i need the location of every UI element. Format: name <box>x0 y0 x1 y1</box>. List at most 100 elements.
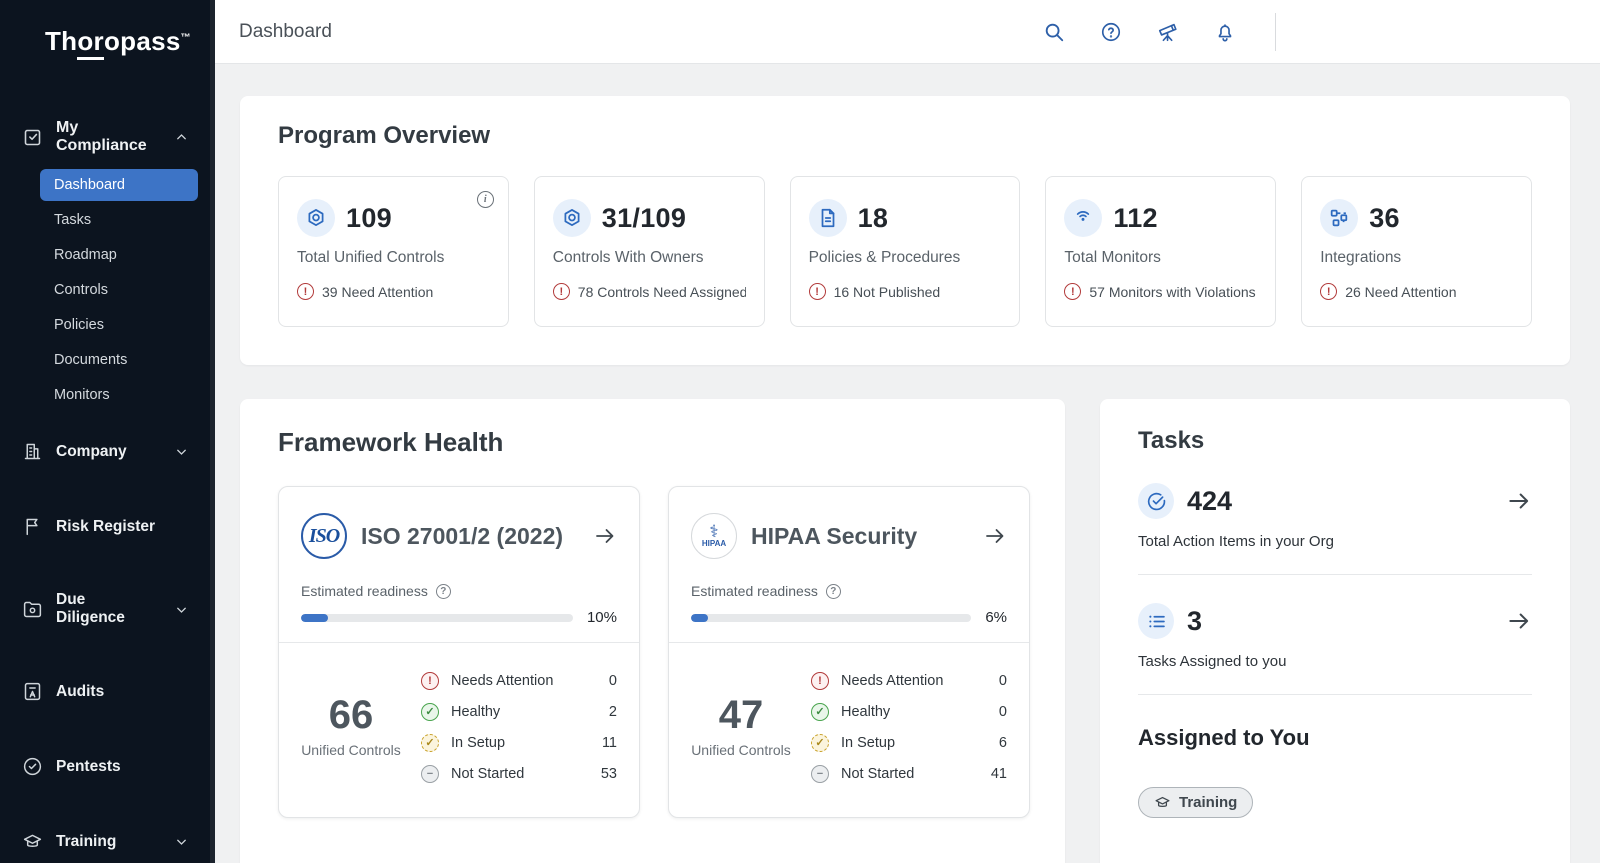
stat-card-policies-procedures[interactable]: 18 Policies & Procedures ! 16 Not Publish… <box>789 176 1021 327</box>
training-chip[interactable]: Training <box>1138 787 1254 818</box>
arrow-right-icon[interactable] <box>983 524 1007 548</box>
readiness-progress: 6% <box>691 609 1007 626</box>
alert-icon: ! <box>1320 283 1338 300</box>
sidebar-nav: My Compliance Dashboard Tasks Roadmap Co… <box>0 109 210 863</box>
framework-card-hipaa[interactable]: ⚕ HIPAA HIPAA Security Estimated readines… <box>668 486 1030 818</box>
stat-label: Policies & Procedures <box>808 249 961 266</box>
checkbox-check-icon <box>24 129 41 145</box>
task-summary-assigned: 3 Tasks Assigned to you <box>1138 603 1532 695</box>
sidebar-item-company[interactable]: Company <box>0 431 210 472</box>
stat-value: 18 <box>857 202 889 233</box>
status-row-in-setup: ✓ In Setup 11 <box>421 727 617 758</box>
framework-cards: ISO ISO 27001/2 (2022) Estimated readine… <box>278 486 1030 818</box>
arrow-right-icon[interactable] <box>1506 608 1532 634</box>
task-label: Total Action Items in your Org <box>1138 533 1334 550</box>
stat-alert: ! 78 Controls Need Assigned <box>552 283 746 300</box>
task-list-icon <box>1138 603 1174 639</box>
sidebar-item-tasks[interactable]: Tasks <box>54 212 92 228</box>
stat-alert: ! 16 Not Published <box>808 283 1002 300</box>
sidebar-item-label: Due Diligence <box>56 591 125 626</box>
stat-card-controls-with-owners[interactable]: 31/109 Controls With Owners ! 78 Controls… <box>533 176 765 327</box>
alert-icon: ! <box>1064 283 1082 300</box>
not-started-icon: − <box>421 764 439 783</box>
sidebar: Thoropass™ My Compliance Dashboard Tasks… <box>0 0 215 863</box>
sidebar-item-due-diligence[interactable]: Due Diligence <box>0 581 210 637</box>
progress-track <box>301 613 573 622</box>
needs-attention-icon: ! <box>811 671 829 690</box>
controls-icon <box>552 199 591 237</box>
sidebar-item-training[interactable]: Training <box>0 821 210 862</box>
stat-alert: ! 26 Need Attention <box>1320 283 1513 300</box>
stat-card-row: i 109 Total Unified Controls ! 39 Need At… <box>278 176 1532 327</box>
alert-icon: ! <box>808 283 826 300</box>
graduation-cap-icon <box>1155 796 1170 807</box>
control-status-list: ! Needs Attention 0 ✓ Healthy 0 ✓ In Setup 6 −… <box>811 665 1007 789</box>
stat-card-integrations[interactable]: 36 Integrations ! 26 Need Attention <box>1301 176 1532 327</box>
stat-value: 109 <box>346 202 392 233</box>
sidebar-item-audits[interactable]: Audits <box>0 671 210 712</box>
alert-icon: ! <box>297 283 314 300</box>
bell-icon[interactable] <box>1214 21 1236 43</box>
progress-percent: 6% <box>985 609 1007 626</box>
sidebar-item-label: My Compliance <box>56 119 147 154</box>
assigned-to-you-title: Assigned to You <box>1138 725 1310 750</box>
sidebar-item-risk-register[interactable]: Risk Register <box>0 506 210 547</box>
question-icon[interactable]: ? <box>435 583 451 599</box>
thoropass-logo[interactable]: Thoropass™ <box>0 0 210 60</box>
help-icon[interactable] <box>1100 21 1122 43</box>
info-icon[interactable]: i <box>476 191 494 208</box>
monitor-radar-icon <box>1064 199 1103 237</box>
stat-card-total-unified-controls[interactable]: i 109 Total Unified Controls ! 39 Need At… <box>278 176 509 327</box>
audit-file-icon <box>24 682 41 701</box>
sidebar-item-documents[interactable]: Documents <box>54 352 128 368</box>
search-icon[interactable] <box>1043 21 1065 43</box>
flag-icon <box>26 518 38 536</box>
framework-name: HIPAA Security <box>751 522 918 549</box>
stat-label: Integrations <box>1320 249 1402 266</box>
chevron-up-icon <box>177 133 186 139</box>
question-icon[interactable]: ? <box>825 583 841 599</box>
stat-value: 31/109 <box>601 202 687 233</box>
divider <box>279 642 639 643</box>
main-area: Dashboard Program Overview i 109 Total U… <box>215 0 1600 863</box>
sidebar-item-monitors[interactable]: Monitors <box>54 387 110 403</box>
stat-label: Total Unified Controls <box>297 249 445 266</box>
unified-controls-count: 66 Unified Controls <box>301 692 401 758</box>
topbar-divider <box>1275 12 1276 51</box>
in-setup-icon: ✓ <box>421 733 439 752</box>
status-row-healthy: ✓ Healthy 0 <box>811 696 1007 727</box>
stat-card-total-monitors[interactable]: 112 Total Monitors ! 57 Monitors with Vio… <box>1045 176 1277 327</box>
framework-name: ISO 27001/2 (2022) <box>361 522 564 549</box>
stat-alert: ! 39 Need Attention <box>297 283 490 300</box>
sidebar-item-controls[interactable]: Controls <box>54 282 108 298</box>
program-overview-panel: Program Overview i 109 Total Unified Con… <box>240 96 1570 365</box>
sidebar-item-label: Risk Register <box>56 517 156 535</box>
program-overview-title: Program Overview <box>278 122 491 149</box>
framework-card-iso[interactable]: ISO ISO 27001/2 (2022) Estimated readine… <box>278 486 640 818</box>
my-compliance-subnav: Dashboard Tasks Roadmap Controls Policie… <box>40 169 210 411</box>
status-row-not-started: − Not Started 41 <box>811 758 1007 789</box>
unified-controls-count: 47 Unified Controls <box>691 692 791 758</box>
sidebar-item-policies[interactable]: Policies <box>54 317 104 333</box>
arrow-right-icon[interactable] <box>593 524 617 548</box>
progress-fill <box>691 613 708 622</box>
arrow-right-icon[interactable] <box>1506 488 1532 514</box>
controls-icon <box>297 199 335 237</box>
telescope-icon[interactable] <box>1157 21 1179 43</box>
progress-percent: 10% <box>586 609 617 626</box>
shield-check-icon <box>23 757 42 776</box>
hipaa-logo: ⚕ HIPAA <box>691 513 737 559</box>
chevron-down-icon <box>177 449 186 455</box>
status-row-not-started: − Not Started 53 <box>421 758 617 789</box>
sidebar-item-my-compliance[interactable]: My Compliance <box>0 109 210 165</box>
sidebar-item-roadmap[interactable]: Roadmap <box>54 247 117 263</box>
sidebar-item-dashboard[interactable]: Dashboard <box>40 169 198 201</box>
sidebar-item-pentests[interactable]: Pentests <box>0 746 210 787</box>
divider <box>1138 694 1532 695</box>
not-started-icon: − <box>811 764 829 783</box>
task-label: Tasks Assigned to you <box>1138 653 1287 670</box>
tasks-title: Tasks <box>1138 427 1205 454</box>
graduation-cap-icon <box>23 834 42 847</box>
control-status-list: ! Needs Attention 0 ✓ Healthy 2 ✓ In Setup 11 … <box>421 665 617 789</box>
content: Program Overview i 109 Total Unified Con… <box>215 64 1600 863</box>
